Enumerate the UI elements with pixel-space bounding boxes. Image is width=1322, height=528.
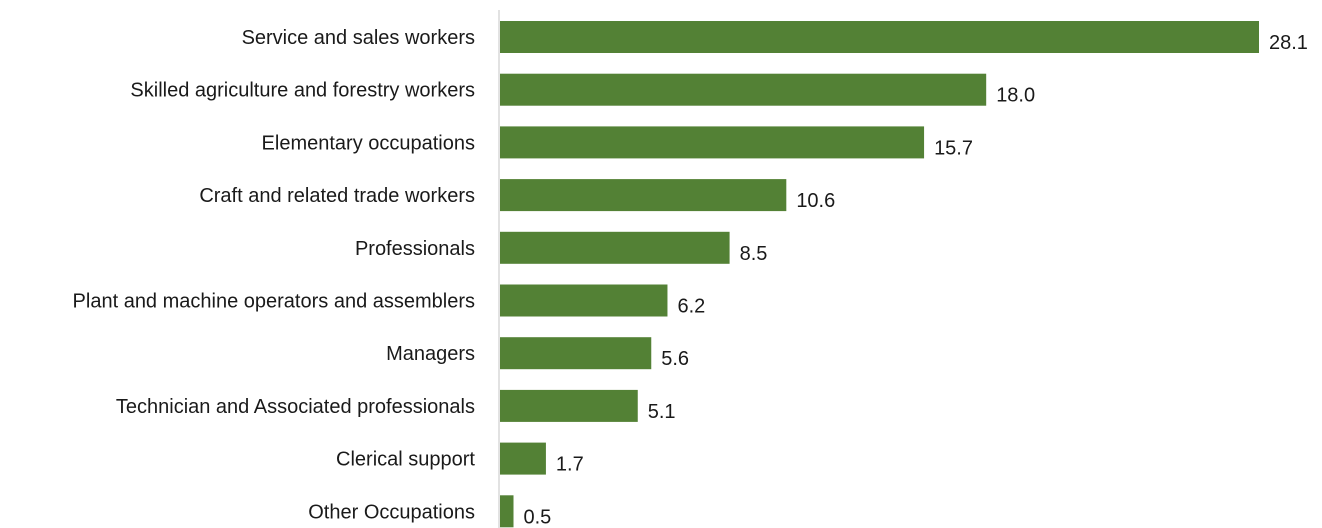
bar: [500, 284, 668, 317]
category-label: Skilled agriculture and forestry workers: [130, 80, 475, 102]
category-label: Plant and machine operators and assemble…: [73, 291, 475, 313]
value-label: 10.6: [796, 190, 835, 212]
category-label: Service and sales workers: [242, 27, 475, 49]
category-label: Elementary occupations: [262, 132, 475, 154]
bar: [500, 21, 1259, 53]
bar: [500, 126, 925, 159]
value-label: 1.7: [556, 454, 584, 476]
bars-group: [500, 21, 1259, 528]
category-labels-group: Service and sales workers Skilled agricul…: [73, 27, 476, 523]
value-label: 5.6: [661, 348, 689, 370]
bar: [500, 231, 730, 264]
bar: [500, 389, 638, 422]
value-label: 15.7: [934, 137, 973, 159]
category-label: Craft and related trade workers: [199, 185, 475, 207]
bar: [500, 337, 652, 370]
value-label: 28.1: [1269, 32, 1308, 54]
category-label: Managers: [386, 343, 475, 365]
value-label: 8.5: [740, 243, 768, 265]
bar: [500, 179, 787, 212]
value-labels-group: 28.1 18.0 15.7 10.6 8.5 6.2 5.6 5.1 1.7 0.5: [524, 32, 1308, 528]
value-label: 0.5: [524, 506, 552, 528]
value-label: 6.2: [677, 296, 705, 318]
bar: [500, 495, 514, 528]
bar: [500, 442, 546, 475]
bar: [500, 73, 987, 106]
value-label: 18.0: [996, 85, 1035, 107]
value-label: 5.1: [648, 401, 676, 423]
category-label: Other Occupations: [308, 501, 475, 523]
category-label: Clerical support: [336, 449, 475, 471]
category-label: Professionals: [355, 238, 475, 260]
category-label: Technician and Associated professionals: [116, 396, 475, 418]
